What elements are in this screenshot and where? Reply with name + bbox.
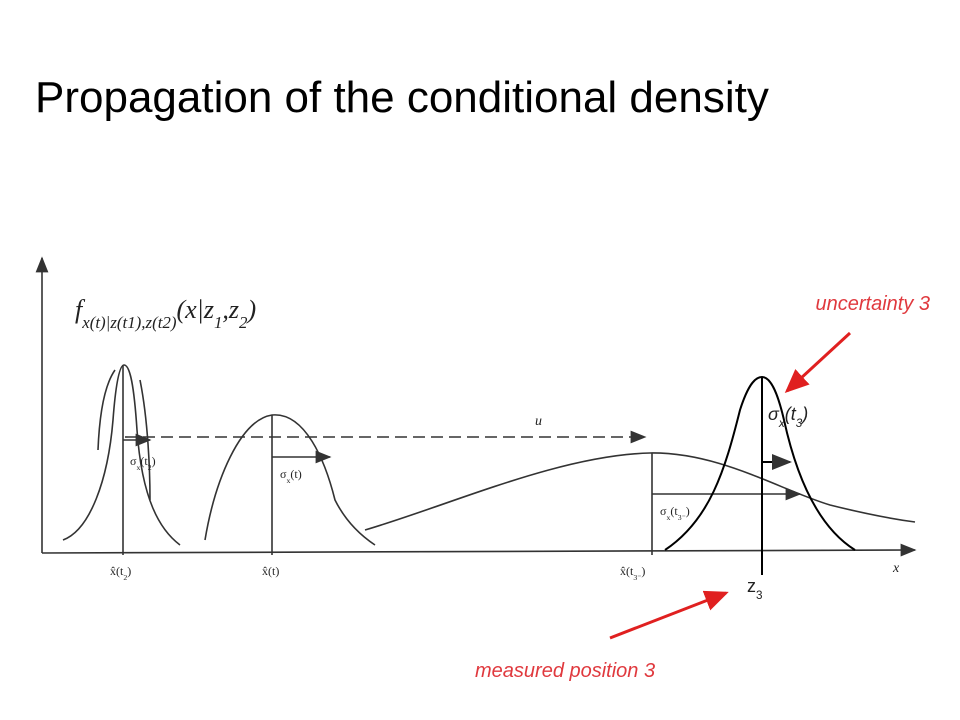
annotation: uncertainty 3 [815,293,930,315]
label-part: ,z [222,295,239,324]
label-part: ) [641,564,645,578]
label-part: (t [785,404,797,424]
figure-label: σx(t3) [768,404,808,430]
label-part: σ [280,467,287,481]
label-part: ) [686,504,690,518]
label-part: (t [670,504,678,518]
label-part: x [136,463,140,472]
label-part: 3⁻ [678,513,686,522]
label-part: 2 [148,463,152,472]
label-part: x [778,417,786,430]
figure-label: σx(t2) [130,454,156,472]
label-part: x̂(t) [262,564,279,578]
figure-label: x̂(t2) [110,564,131,582]
figure-label: z3 [747,576,763,602]
label-part: (x|z [176,295,213,324]
title: Propagation of the conditional density [35,73,769,122]
label-part: 3⁻ [633,573,641,582]
label-part: x̂(t [110,564,124,578]
label-part: z [747,576,756,596]
label-part: x [286,476,290,485]
label-part: x̂(t [620,564,634,578]
label-part: ) [127,564,131,578]
label-part: ) [245,295,256,324]
figure-label: x̂(t3⁻) [620,564,645,582]
label-part: ) [152,454,156,468]
annotation: measured position 3 [475,660,655,682]
figure-label: σx(t3⁻) [660,504,690,522]
label-part: x(t)|z(t1),z(t2) [81,313,177,332]
figure-label: fx(t)|z(t1),z(t2)(x|z1,z2) [75,295,256,332]
label-part: x [892,561,900,576]
label-part: 2 [123,573,127,582]
label-part: 2 [239,313,248,332]
figure-label: x [892,561,900,576]
label-part: f [75,295,86,324]
label-part: ) [800,404,808,424]
label-part: σ [660,504,667,518]
label-part: (t) [290,467,301,481]
label-part: x [666,513,670,522]
figure-label: x̂(t) [262,564,279,578]
figure [35,256,917,640]
label-part: σ [768,404,780,424]
label-part: (t [140,454,148,468]
figure-label: u [535,414,542,429]
label-part: u [535,414,542,429]
label-part: 3 [756,589,763,602]
label-part: 3 [796,417,803,430]
figure-label: σx(t) [280,467,302,485]
labels: fx(t)|z(t1),z(t2)(x|z1,z2)uσx(t2)σx(t)σx… [75,295,900,602]
label-part: 1 [214,313,222,332]
label-part: σ [130,454,137,468]
